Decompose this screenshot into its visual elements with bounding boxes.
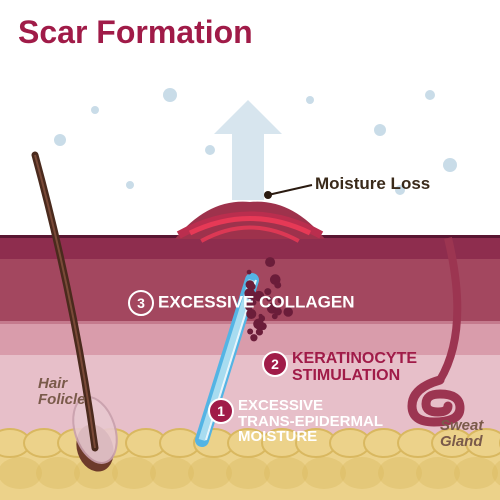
callout-moisture-loss: Moisture Loss: [315, 175, 430, 193]
label-hair-follicle: Hair Folicle: [38, 376, 86, 408]
scar-bump: [175, 202, 325, 241]
diagram-title: Scar Formation: [18, 14, 253, 51]
moisture-arrow-icon: [214, 100, 282, 200]
callout-3-text: EXCESSIVE COLLAGEN: [158, 292, 354, 311]
callout-1-text: EXCESSIVE TRANS-EPIDERMAL MOISTURE: [238, 398, 383, 445]
label-sweat-gland: Sweat Gland: [440, 418, 483, 450]
moisture-loss-leader: [264, 185, 312, 199]
callout-2-text: KERATINOCYTE STIMULATION: [292, 351, 417, 385]
diagram-canvas: Scar Formation Moisture Loss 3EXCESSIVE …: [0, 0, 500, 500]
callout-2-keratinocyte: 2KERATINOCYTE STIMULATION: [262, 334, 417, 384]
badge-2: 2: [262, 351, 288, 377]
badge-1: 1: [208, 398, 234, 424]
callout-3-collagen: 3EXCESSIVE COLLAGEN: [128, 272, 354, 316]
callout-1-moisture: 1EXCESSIVE TRANS-EPIDERMAL MOISTURE: [208, 382, 383, 445]
badge-3: 3: [128, 290, 154, 316]
hair-follicle: [35, 155, 125, 476]
sweat-gland: [412, 238, 460, 422]
